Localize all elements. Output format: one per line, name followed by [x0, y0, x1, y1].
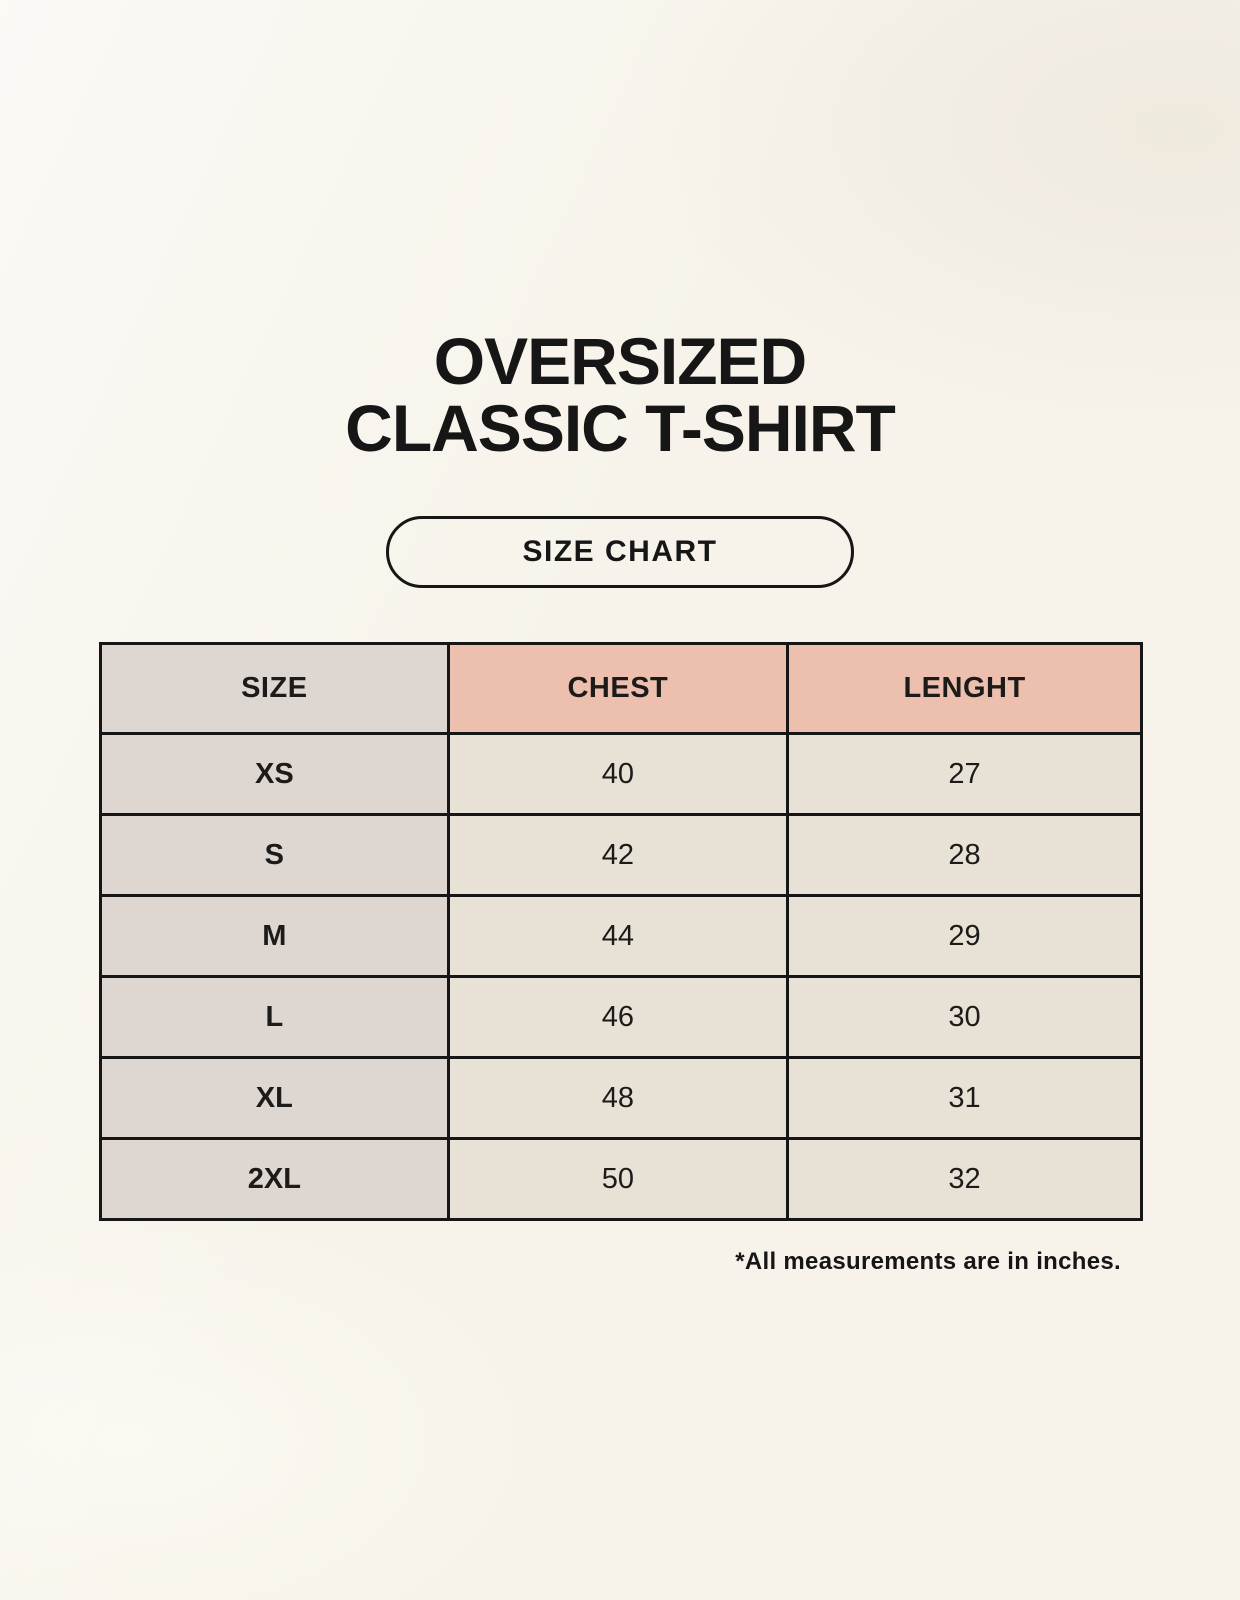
column-header-chest: CHEST — [446, 642, 790, 735]
chest-cell: 44 — [446, 894, 790, 978]
size-chart-table-container: SIZE CHEST LENGHT XS 40 27 S 42 28 M 44 … — [99, 642, 1143, 1221]
chest-cell: 42 — [446, 813, 790, 897]
header-row: SIZE CHEST LENGHT — [99, 642, 1143, 735]
size-cell: 2XL — [99, 1137, 450, 1221]
length-cell: 27 — [786, 732, 1143, 816]
length-cell: 28 — [786, 813, 1143, 897]
chest-cell: 46 — [446, 975, 790, 1059]
size-cell: XS — [99, 732, 450, 816]
column-header-length: LENGHT — [786, 642, 1143, 735]
page-title-line2: CLASSIC T-SHIRT — [345, 391, 896, 465]
page-title: OVERSIZED CLASSIC T-SHIRT — [0, 328, 1240, 462]
table-row-2xl: 2XL 50 32 — [99, 1137, 1143, 1221]
size-cell: M — [99, 894, 450, 978]
chest-cell: 48 — [446, 1056, 790, 1140]
length-cell: 30 — [786, 975, 1143, 1059]
table-row-xs: XS 40 27 — [99, 732, 1143, 816]
length-cell: 31 — [786, 1056, 1143, 1140]
chest-cell: 40 — [446, 732, 790, 816]
size-chart-button[interactable]: SIZE CHART — [386, 516, 854, 588]
table-row-s: S 42 28 — [99, 813, 1143, 897]
table-row-m: M 44 29 — [99, 894, 1143, 978]
size-cell: S — [99, 813, 450, 897]
size-cell: XL — [99, 1056, 450, 1140]
table-row-xl: XL 48 31 — [99, 1056, 1143, 1140]
length-cell: 29 — [786, 894, 1143, 978]
chest-cell: 50 — [446, 1137, 790, 1221]
column-header-size: SIZE — [99, 642, 450, 735]
size-chart-table: SIZE CHEST LENGHT XS 40 27 S 42 28 M 44 … — [99, 642, 1143, 1221]
measurements-footnote: *All measurements are in inches. — [735, 1248, 1121, 1275]
size-cell: L — [99, 975, 450, 1059]
size-chart-button-label: SIZE CHART — [522, 535, 718, 568]
page-title-line1: OVERSIZED — [433, 324, 807, 398]
length-cell: 32 — [786, 1137, 1143, 1221]
table-row-l: L 46 30 — [99, 975, 1143, 1059]
